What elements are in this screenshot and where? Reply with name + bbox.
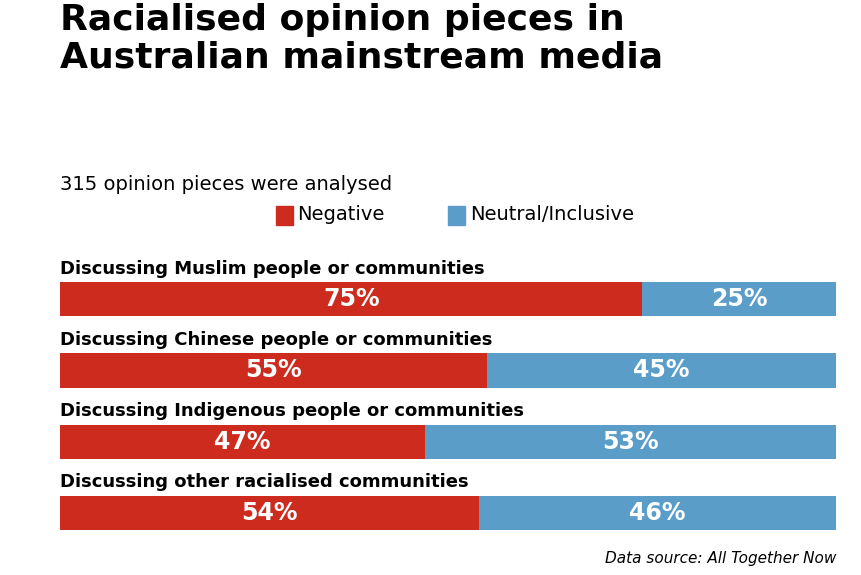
Bar: [60, 354, 486, 388]
Text: 45%: 45%: [633, 358, 689, 382]
Text: Racialised opinion pieces in
Australian mainstream media: Racialised opinion pieces in Australian …: [60, 3, 663, 75]
Bar: [486, 354, 835, 388]
Text: Discussing Chinese people or communities: Discussing Chinese people or communities: [60, 331, 492, 349]
Text: 315 opinion pieces were analysed: 315 opinion pieces were analysed: [60, 175, 392, 194]
Bar: [424, 424, 835, 459]
Bar: [479, 496, 835, 530]
Text: Data source: All Together Now: Data source: All Together Now: [604, 551, 835, 566]
Text: 55%: 55%: [245, 358, 301, 382]
Text: 75%: 75%: [323, 288, 379, 311]
Text: Negative: Negative: [297, 205, 384, 224]
Text: 47%: 47%: [214, 430, 270, 454]
Text: 46%: 46%: [629, 501, 685, 525]
Bar: [60, 424, 424, 459]
Text: Discussing other racialised communities: Discussing other racialised communities: [60, 473, 468, 492]
Text: Discussing Muslim people or communities: Discussing Muslim people or communities: [60, 260, 485, 278]
Bar: [641, 282, 835, 316]
Bar: [60, 282, 641, 316]
Text: 54%: 54%: [241, 501, 298, 525]
Text: 25%: 25%: [710, 288, 766, 311]
Bar: [60, 496, 479, 530]
Text: Discussing Indigenous people or communities: Discussing Indigenous people or communit…: [60, 402, 523, 420]
Text: 53%: 53%: [602, 430, 658, 454]
Text: Neutral/Inclusive: Neutral/Inclusive: [469, 205, 633, 224]
